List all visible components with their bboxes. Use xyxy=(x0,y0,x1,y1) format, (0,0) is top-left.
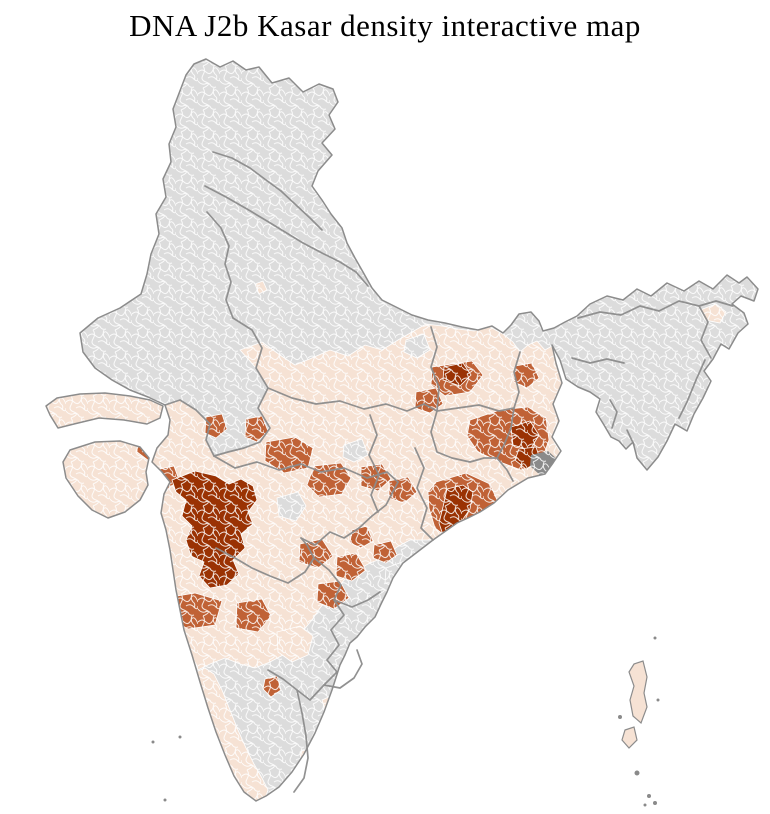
mainland-outline xyxy=(79,58,759,802)
island-dots xyxy=(151,636,660,807)
density-regions xyxy=(46,59,758,801)
state-border-line xyxy=(204,185,369,287)
state-border-line xyxy=(430,326,440,412)
state-border-line xyxy=(313,557,345,686)
state-border-line xyxy=(368,414,380,513)
state-borders xyxy=(164,151,734,793)
coastline-outline xyxy=(45,58,759,802)
kutch-outline xyxy=(45,392,164,429)
state-border-line xyxy=(213,317,271,457)
state-border-line xyxy=(213,455,399,483)
state-border-line xyxy=(414,447,434,541)
state-border-line xyxy=(496,457,514,482)
state-border-line xyxy=(212,151,282,192)
state-border-line xyxy=(280,190,323,231)
map-title: DNA J2b Kasar density interactive map xyxy=(129,8,641,43)
state-border-line xyxy=(571,357,625,364)
state-border-line xyxy=(267,387,438,412)
state-border-line xyxy=(206,211,234,319)
state-border-line xyxy=(436,404,515,459)
andaman-island[interactable] xyxy=(621,726,638,749)
state-border-line xyxy=(577,300,734,319)
state-border-line xyxy=(678,359,706,419)
state-border-line xyxy=(323,649,363,689)
state-border-line xyxy=(215,537,315,584)
state-border-line xyxy=(698,305,712,359)
state-border-line xyxy=(513,351,521,409)
state-border-line xyxy=(164,399,215,457)
kathiawar-outline xyxy=(62,440,150,519)
state-border-line xyxy=(333,591,381,608)
state-border-line xyxy=(609,399,618,429)
district-borders-mesh xyxy=(46,59,758,801)
state-border-line xyxy=(300,481,399,546)
andaman-island[interactable] xyxy=(628,660,648,725)
state-border-line xyxy=(430,410,498,463)
islands[interactable] xyxy=(151,636,660,807)
